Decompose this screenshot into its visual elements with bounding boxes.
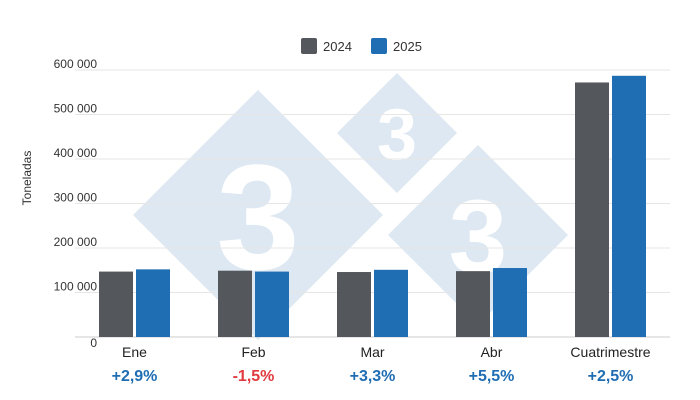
legend-swatch [371, 38, 387, 54]
legend-item-2025[interactable]: 2025 [371, 38, 422, 54]
y-tick-label: 500 000 [54, 102, 98, 116]
x-tick-label: Ene [122, 344, 147, 360]
legend-item-2024[interactable]: 2024 [301, 38, 352, 54]
y-axis-ticks: 0 100 000 200 000 300 000 400 000 500 000 600 … [54, 57, 98, 350]
bars [99, 75, 646, 338]
x-tick-label: Cuatrimestre [570, 344, 650, 360]
bar-2024-ene[interactable] [99, 271, 133, 337]
y-tick-label: 400 000 [54, 146, 98, 160]
legend-label: 2024 [323, 39, 352, 54]
x-tick-label: Abr [481, 344, 503, 360]
bar-2024-cuatrimestre[interactable] [575, 82, 609, 338]
watermark-digit: 3 [377, 95, 417, 175]
bar-2025-ene[interactable] [136, 269, 170, 337]
bar-2024-mar[interactable] [337, 272, 371, 337]
bar-2025-feb[interactable] [255, 271, 289, 337]
y-tick-label: 300 000 [54, 191, 98, 205]
legend-swatch [301, 38, 317, 54]
bar-2025-cuatrimestre[interactable] [612, 75, 646, 337]
y-tick-label: 200 000 [54, 235, 98, 249]
bar-2024-feb[interactable] [218, 270, 252, 337]
bar-2024-abr[interactable] [456, 271, 490, 337]
legend[interactable]: 2024 2025 [301, 38, 422, 54]
change-percent-label: -1,5% [233, 368, 275, 385]
change-percent-label: +5,5% [469, 368, 515, 385]
change-labels: +2,9% -1,5% +3,3% +5,5% +2,5% [112, 368, 634, 385]
watermark-diamond-shape [133, 90, 383, 340]
watermark-diamond-shape [337, 73, 457, 193]
change-percent-label: +3,3% [350, 368, 396, 385]
bar-2025-abr[interactable] [493, 268, 527, 337]
gridlines [75, 69, 670, 338]
change-percent-label: +2,5% [588, 368, 634, 385]
y-axis-label: Toneladas [20, 151, 34, 206]
y-tick-label: 100 000 [54, 280, 98, 294]
x-tick-label: Feb [241, 344, 265, 360]
y-tick-label: 600 000 [54, 57, 98, 71]
bar-2025-mar[interactable] [374, 269, 408, 337]
legend-label: 2025 [393, 39, 422, 54]
x-tick-label: Mar [360, 344, 384, 360]
change-percent-label: +2,9% [112, 368, 158, 385]
x-axis-labels: Ene Feb Mar Abr Cuatrimestre [122, 344, 651, 360]
y-tick-label: 0 [90, 336, 97, 350]
watermark-diamond: 3 [337, 73, 457, 193]
